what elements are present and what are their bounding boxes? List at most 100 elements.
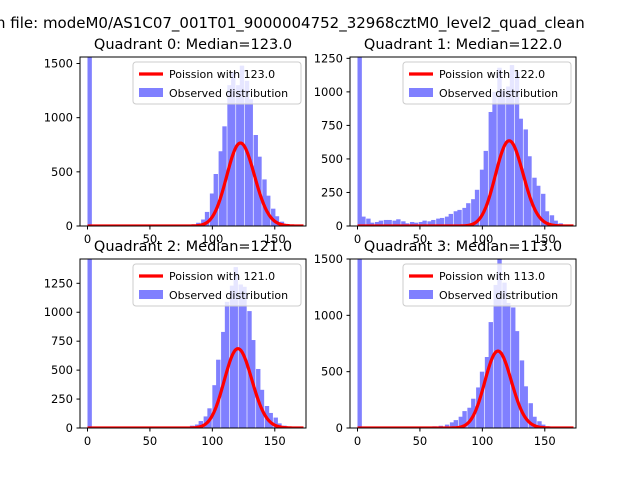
x-tick-label: 100 <box>201 232 223 246</box>
x-tick-label: 50 <box>413 434 428 448</box>
y-tick-label: 500 <box>321 365 343 379</box>
legend-label-poisson: Poission with 121.0 <box>169 270 275 283</box>
legend-label-observed: Observed distribution <box>439 289 558 302</box>
histogram-bar <box>553 220 558 226</box>
legend: Poission with 113.0 Observed distribution <box>402 263 572 307</box>
histogram-bar <box>271 208 276 226</box>
histogram-bar <box>502 282 507 428</box>
histogram-bar <box>474 189 480 226</box>
histogram-bar <box>378 220 384 226</box>
x-tick-label: 0 <box>354 434 361 448</box>
histogram-bar <box>361 216 366 226</box>
histogram-bar <box>532 177 537 226</box>
histogram-bar <box>418 221 424 226</box>
histogram-bar <box>222 126 227 226</box>
histogram-bar <box>484 357 490 428</box>
y-tick-label: 0 <box>66 219 73 233</box>
poisson-curve <box>357 349 574 428</box>
subplot-quadrant-1: 0 50 100 150 0 250 500 750 1000 1250 Quadrant 1: M… <box>314 37 577 246</box>
figure-suptitle: h file: modeM0/AS1C07_001T01_9000004752_… <box>0 14 585 33</box>
x-tick-label: 50 <box>143 232 158 246</box>
y-tick-label: 1000 <box>314 308 343 322</box>
histogram-bar <box>427 221 432 226</box>
histogram-bar <box>518 118 523 226</box>
legend-box <box>132 61 302 105</box>
legend-patch-swatch <box>409 88 433 97</box>
legend-label-observed: Observed distribution <box>169 289 288 302</box>
x-tick-label: 100 <box>201 434 223 448</box>
histogram-bar <box>467 407 472 428</box>
x-tick-label: 150 <box>534 434 556 448</box>
y-tick-label: 1000 <box>314 85 343 99</box>
y-tick-label: 1500 <box>44 57 73 71</box>
legend-label-observed: Observed distribution <box>169 87 288 100</box>
histogram-bar <box>231 72 236 226</box>
histogram-bar <box>422 220 427 226</box>
x-tick-label: 0 <box>84 232 91 246</box>
histogram-bar <box>536 185 541 226</box>
histogram-bar <box>462 207 467 226</box>
histogram-bar <box>528 403 533 428</box>
legend-patch-swatch <box>409 290 433 299</box>
histogram-bar <box>479 371 485 428</box>
histogram-bar <box>541 193 546 226</box>
histogram-bar <box>369 222 375 226</box>
histogram-bar <box>439 217 445 226</box>
histogram-bar <box>537 421 542 428</box>
legend-box <box>402 263 572 307</box>
histogram-bar <box>449 422 455 428</box>
histogram-bar <box>466 203 471 226</box>
legend-label-poisson: Poission with 113.0 <box>439 270 545 283</box>
histogram-bar <box>471 199 476 226</box>
y-tick-label: 1250 <box>44 276 73 290</box>
histogram-bar <box>436 218 441 226</box>
y-tick-label: 1000 <box>44 305 73 319</box>
y-tick-label: 250 <box>321 185 343 199</box>
histogram-bar <box>198 421 203 428</box>
y-tick-label: 0 <box>66 421 73 435</box>
histogram-bar <box>239 65 245 226</box>
y-tick-label: 500 <box>51 363 73 377</box>
histogram-bar <box>453 420 459 428</box>
axes-frame <box>349 56 577 227</box>
histogram-bar <box>87 57 92 226</box>
histogram-bar <box>544 211 550 226</box>
y-tick-label: 1500 <box>314 252 343 266</box>
histogram-bar <box>458 416 463 428</box>
x-tick-label: 150 <box>534 232 556 246</box>
histogram-bar <box>224 301 230 428</box>
x-tick-label: 50 <box>413 232 428 246</box>
histogram-bar <box>409 221 415 226</box>
legend-label-poisson: Poission with 123.0 <box>169 68 275 81</box>
y-tick-label: 1250 <box>314 51 343 65</box>
histogram-bar <box>479 169 485 226</box>
y-tick-label: 500 <box>321 152 343 166</box>
y-tick-label: 0 <box>336 421 343 435</box>
histogram-bar <box>488 322 493 428</box>
histogram-bar <box>444 216 450 226</box>
histogram-bar <box>413 222 419 226</box>
legend: Poission with 121.0 Observed distribution <box>132 263 302 307</box>
legend: Poission with 122.0 Observed distribution <box>402 61 572 105</box>
histogram-bar <box>374 221 380 226</box>
histogram-bar <box>366 218 371 226</box>
histogram-bar <box>87 259 92 428</box>
histogram-bar <box>488 111 493 226</box>
histogram-bar <box>396 219 401 226</box>
histogram-bar <box>227 85 232 226</box>
histogram-bar <box>453 211 459 226</box>
histogram-bar <box>209 193 215 226</box>
legend: Poission with 123.0 Observed distribution <box>132 61 302 105</box>
histogram-bar <box>497 67 502 226</box>
x-tick-label: 150 <box>264 232 286 246</box>
x-tick-label: 100 <box>471 232 493 246</box>
histogram-bar <box>483 150 488 226</box>
histogram-bar <box>383 219 389 226</box>
legend-patch-swatch <box>139 88 163 97</box>
legend-box <box>132 263 302 307</box>
axes-frame <box>79 258 307 429</box>
